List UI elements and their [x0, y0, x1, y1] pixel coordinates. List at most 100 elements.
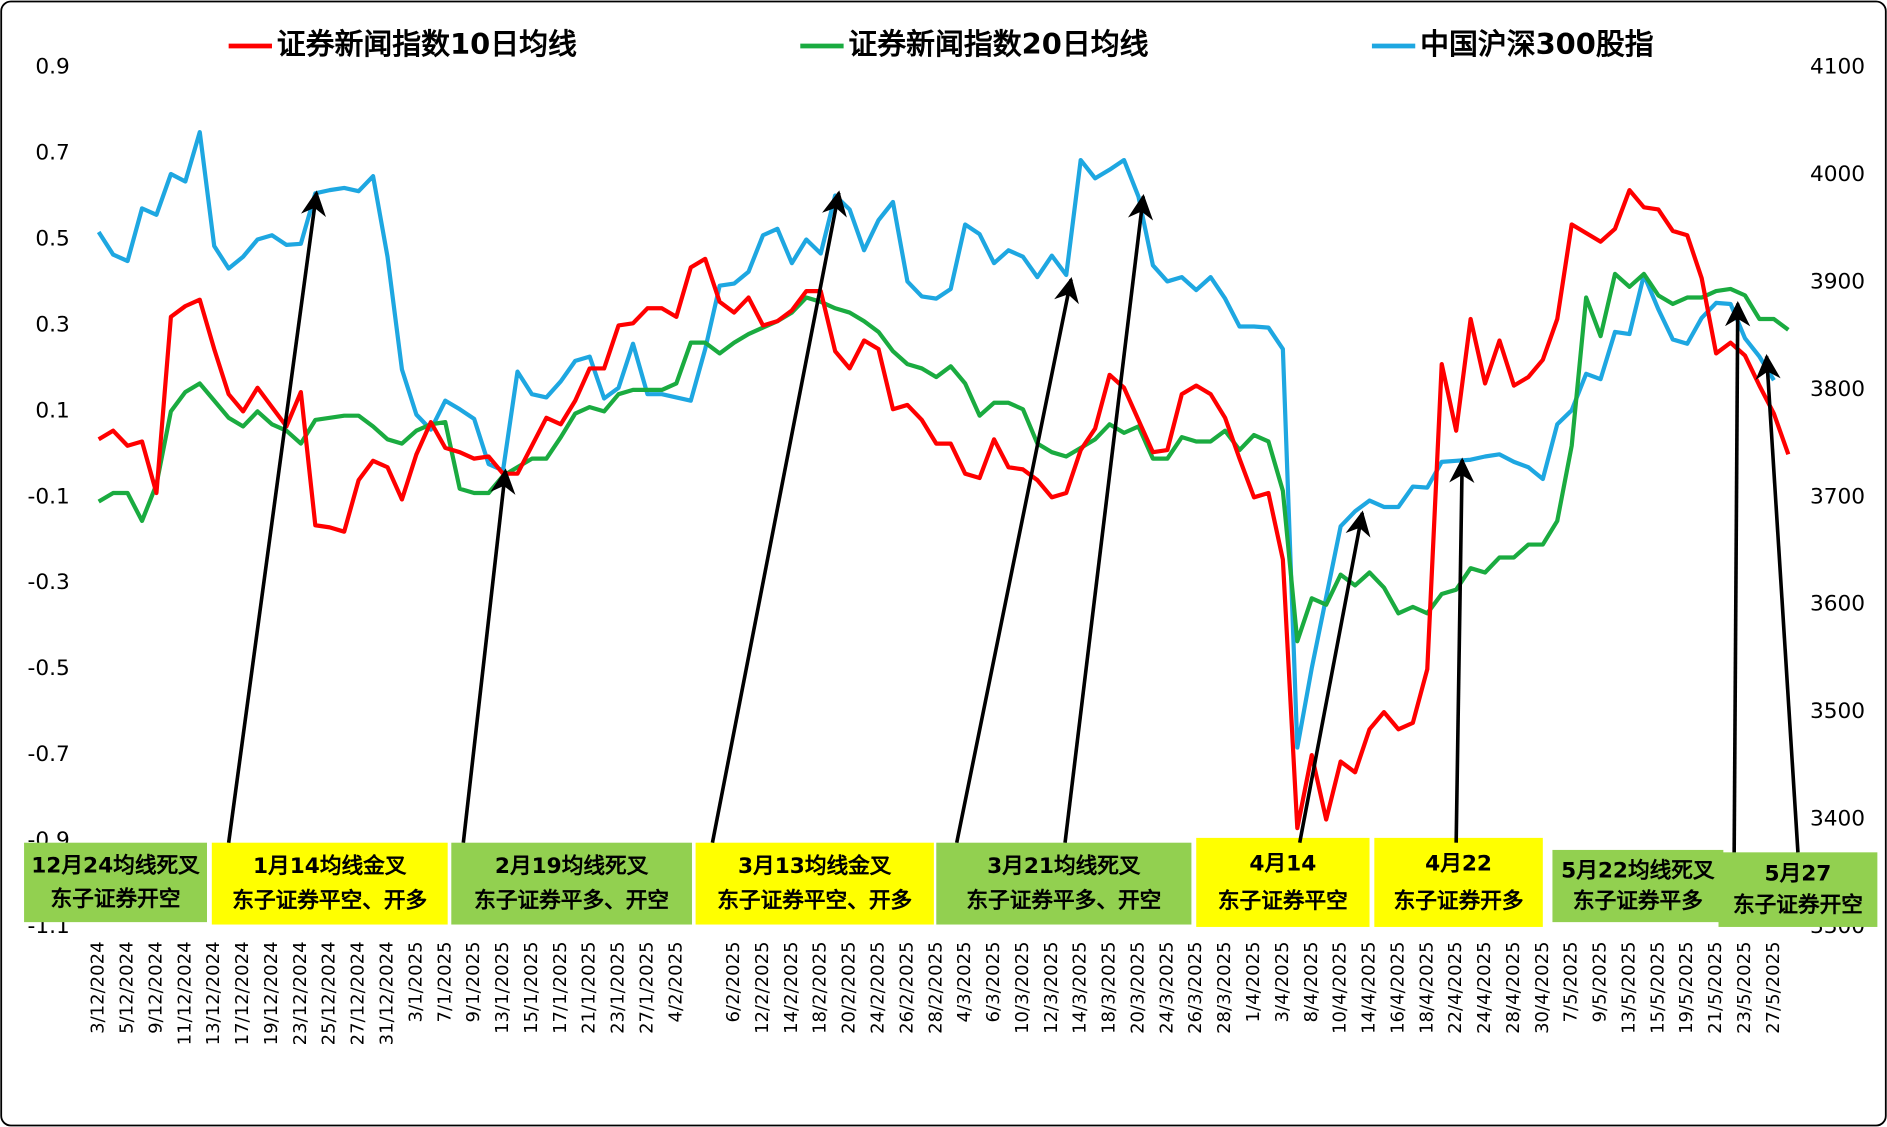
annotation-box [24, 842, 207, 923]
x-tick-label: 28/4/2025 [1503, 941, 1524, 1034]
annotation-text: 东子证券平多、开空 [966, 888, 1161, 914]
series-line [97, 271, 1790, 644]
annotation-arrow [226, 190, 326, 843]
y2-tick-label: 4100 [1810, 55, 1865, 80]
y-tick-label: 0.5 [35, 227, 69, 252]
annotation-arrow [1755, 353, 1800, 853]
y-tick-label: -0.5 [28, 656, 70, 681]
annotation-text: 3月21均线死叉 [987, 853, 1141, 879]
x-tick-label: 7/5/2025 [1561, 941, 1582, 1022]
x-tick-label: 26/3/2025 [1185, 941, 1206, 1034]
annotation-text: 东子证券平多、开空 [474, 888, 669, 914]
annotation-text: 2月19均线死叉 [495, 853, 649, 879]
x-tick-label: 14/2/2025 [781, 941, 802, 1034]
x-tick-label: 18/4/2025 [1416, 941, 1437, 1034]
x-tick-label: 14/3/2025 [1070, 941, 1091, 1034]
x-tick-label: 14/4/2025 [1359, 941, 1380, 1034]
x-tick-label: 20/3/2025 [1127, 941, 1148, 1034]
x-tick-label: 3/4/2025 [1272, 941, 1293, 1022]
x-tick-label: 6/3/2025 [983, 941, 1004, 1022]
y2-tick-label: 3500 [1810, 699, 1865, 724]
x-tick-label: 21/1/2025 [579, 941, 600, 1034]
annotation-text: 东子证券平空、开多 [232, 888, 427, 914]
annotation-text: 4月22 [1425, 852, 1492, 877]
x-tick-label: 25/12/2024 [319, 941, 340, 1045]
x-tick-label: 11/12/2024 [174, 941, 195, 1045]
x-tick-label: 13/1/2025 [492, 941, 513, 1034]
annotation-text: 5月22均线死叉 [1561, 858, 1715, 884]
x-tick-label: 26/2/2025 [896, 941, 917, 1034]
annotation-text: 东子证券平多 [1573, 888, 1703, 914]
y2-tick-label: 3600 [1810, 592, 1865, 617]
x-tick-label: 5/12/2024 [117, 941, 138, 1034]
x-tick-label: 4/2/2025 [665, 941, 686, 1022]
x-tick-label: 23/1/2025 [608, 941, 629, 1034]
y2-tick-label: 4000 [1810, 162, 1865, 187]
annotation-box [695, 842, 934, 925]
x-tick-label: 15/5/2025 [1647, 941, 1668, 1034]
y-tick-label: 0.3 [35, 312, 69, 337]
x-tick-label: 19/5/2025 [1676, 941, 1697, 1034]
annotation-box [1374, 837, 1543, 927]
x-tick-label: 24/3/2025 [1156, 941, 1177, 1034]
x-tick-label: 12/2/2025 [752, 941, 773, 1034]
legend-label: 证券新闻指数10日均线 [277, 27, 577, 61]
y2-tick-label: 3900 [1810, 269, 1865, 294]
annotation-text: 5月27 [1765, 862, 1832, 887]
annotation-text: 东子证券平空 [1218, 888, 1348, 914]
y-tick-label: 0.7 [35, 141, 69, 166]
x-tick-label: 16/4/2025 [1387, 941, 1408, 1034]
series-line [96, 130, 1776, 750]
x-tick-label: 3/1/2025 [405, 941, 426, 1022]
x-tick-label: 31/12/2024 [377, 941, 398, 1045]
annotation-text: 东子证券开多 [1394, 888, 1524, 914]
series-line [97, 188, 1791, 831]
y2-tick-label: 3800 [1810, 377, 1865, 402]
x-tick-label: 8/4/2025 [1301, 941, 1322, 1022]
x-tick-label: 13/12/2024 [203, 941, 224, 1045]
annotation-text: 1月14均线金叉 [253, 853, 407, 879]
x-tick-label: 17/1/2025 [550, 941, 571, 1034]
y-tick-label: 0.1 [35, 398, 69, 423]
x-tick-label: 30/4/2025 [1532, 941, 1553, 1034]
x-tick-label: 23/12/2024 [290, 941, 311, 1045]
annotation-box [1196, 837, 1370, 927]
x-tick-label: 13/5/2025 [1618, 941, 1639, 1034]
y-tick-label: -0.7 [28, 742, 70, 767]
x-tick-label: 18/3/2025 [1099, 941, 1120, 1034]
x-tick-label: 23/5/2025 [1734, 941, 1755, 1034]
x-tick-label: 1/4/2025 [1243, 941, 1264, 1022]
annotation-text: 东子证券平空、开多 [717, 888, 912, 914]
annotation-text: 东子证券开空 [1733, 892, 1863, 918]
x-tick-label: 18/2/2025 [810, 941, 831, 1034]
x-tick-label: 12/3/2025 [1041, 941, 1062, 1034]
x-tick-label: 4/3/2025 [954, 941, 975, 1022]
annotation-arrow [1449, 457, 1475, 843]
x-tick-label: 22/4/2025 [1445, 941, 1466, 1034]
x-tick-label: 17/12/2024 [232, 941, 253, 1045]
annotation-box [211, 842, 448, 925]
annotation-text: 东子证券开空 [51, 886, 181, 912]
x-tick-label: 6/2/2025 [723, 941, 744, 1022]
x-tick-label: 3/12/2024 [88, 941, 109, 1034]
y-tick-label: 0.9 [35, 55, 69, 80]
annotation-arrow [954, 277, 1079, 844]
annotation-box [936, 842, 1192, 925]
legend-label: 中国沪深300股指 [1420, 27, 1654, 61]
annotation-arrow [710, 190, 847, 844]
annotation-box [451, 842, 692, 925]
annotation-text: 3月13均线金叉 [738, 853, 892, 879]
legend-label: 证券新闻指数20日均线 [848, 27, 1148, 61]
annotation-arrow [1724, 301, 1751, 853]
x-tick-label: 24/2/2025 [868, 941, 889, 1034]
x-tick-label: 20/2/2025 [839, 941, 860, 1034]
x-tick-label: 15/1/2025 [521, 941, 542, 1034]
y-tick-label: -0.3 [28, 570, 70, 595]
x-tick-label: 9/1/2025 [463, 941, 484, 1022]
x-tick-label: 21/5/2025 [1705, 941, 1726, 1034]
annotation-text: 4月14 [1249, 852, 1316, 877]
x-tick-label: 27/5/2025 [1763, 941, 1784, 1034]
x-tick-label: 10/4/2025 [1330, 941, 1351, 1034]
